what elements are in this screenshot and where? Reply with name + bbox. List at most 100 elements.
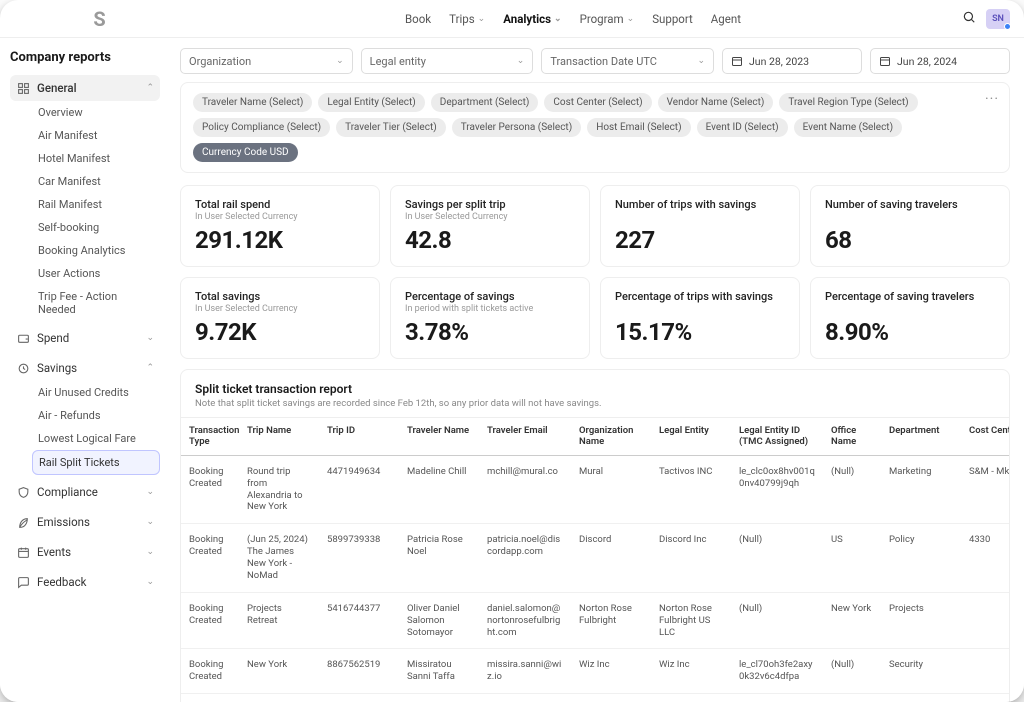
nav-agent[interactable]: Agent	[711, 12, 741, 26]
table-cell: Booking Created	[181, 592, 239, 649]
column-header[interactable]: Trip Name	[239, 418, 319, 456]
sidebar-item-user-actions[interactable]: User Actions	[32, 262, 160, 285]
column-header[interactable]: Legal Entity ID (TMC Assigned)	[731, 418, 823, 456]
sidebar-section-emissions[interactable]: Emissions⌄	[10, 509, 160, 535]
column-header[interactable]: Department	[881, 418, 961, 456]
sidebar-section-spend[interactable]: Spend⌄	[10, 325, 160, 351]
sidebar-item-air-refunds[interactable]: Air - Refunds	[32, 404, 160, 427]
table-cell: My trip May 20 12:32 PM	[239, 694, 319, 702]
chip-cost-center-select-[interactable]: Cost Center (Select)	[544, 93, 651, 112]
table-cell: Norton Rose Fulbright	[571, 592, 651, 649]
table-row[interactable]: Booking CreatedProjects Retreat541674437…	[181, 592, 1009, 649]
column-header[interactable]: Office Name	[823, 418, 881, 456]
table-cell: patricia.noel@discordapp.com	[479, 524, 571, 593]
column-header[interactable]: Trip ID	[319, 418, 399, 456]
table-cell: Norton Rose Fulbright US LLC	[651, 592, 731, 649]
sidebar-item-overview[interactable]: Overview	[32, 101, 160, 124]
sidebar-item-air-manifest[interactable]: Air Manifest	[32, 124, 160, 147]
stat-card: Number of trips with savings 227	[600, 185, 800, 267]
nav-trips[interactable]: Trips⌄	[449, 12, 485, 26]
chip-department-select-[interactable]: Department (Select)	[431, 93, 539, 112]
column-header[interactable]: Organization Name	[571, 418, 651, 456]
table-row[interactable]: Booking Created(Jun 25, 2024) The James …	[181, 524, 1009, 593]
nav-support[interactable]: Support	[652, 12, 693, 26]
chip-vendor-name-select-[interactable]: Vendor Name (Select)	[658, 93, 774, 112]
table-cell: 5899739338	[319, 524, 399, 593]
sidebar-item-hotel-manifest[interactable]: Hotel Manifest	[32, 147, 160, 170]
chevron-down-icon: ⌄	[478, 14, 486, 24]
column-header[interactable]: Transaction Type	[181, 418, 239, 456]
column-header[interactable]: Cost Center	[961, 418, 1009, 456]
calendar-icon	[731, 55, 743, 67]
chevron-icon: ⌃	[146, 363, 154, 373]
stat-subtitle: In User Selected Currency	[405, 212, 575, 222]
chip-traveler-persona-select-[interactable]: Traveler Persona (Select)	[452, 118, 581, 137]
sidebar-item-car-manifest[interactable]: Car Manifest	[32, 170, 160, 193]
wallet-icon	[16, 332, 30, 345]
chat-icon	[16, 576, 30, 589]
filter-organization[interactable]: Organization⌄	[180, 48, 353, 74]
sidebar-section-general[interactable]: General⌃	[10, 75, 160, 101]
table-cell: 8867562519	[319, 649, 399, 694]
stat-card: Savings per split tripIn User Selected C…	[390, 185, 590, 267]
stat-subtitle: In period with split tickets active	[405, 304, 575, 314]
column-header[interactable]: Legal Entity	[651, 418, 731, 456]
table-cell: Wiz Inc	[571, 649, 651, 694]
sidebar-item-lowest-logical-fare[interactable]: Lowest Logical Fare	[32, 427, 160, 450]
chip-event-name-select-[interactable]: Event Name (Select)	[794, 118, 902, 137]
piggy-icon	[16, 362, 30, 375]
chip-event-id-select-[interactable]: Event ID (Select)	[697, 118, 788, 137]
sidebar-section-savings[interactable]: Savings⌃	[10, 355, 160, 381]
table-cell: Madeline Chill	[399, 455, 479, 524]
column-header[interactable]: Traveler Email	[479, 418, 571, 456]
date-date-from[interactable]: Jun 28, 2023	[722, 48, 862, 74]
table-cell: (Null)	[823, 455, 881, 524]
sidebar-item-rail-manifest[interactable]: Rail Manifest	[32, 193, 160, 216]
chip-currency-code-usd[interactable]: Currency Code USD	[193, 143, 298, 162]
sidebar-item-trip-fee-action-needed[interactable]: Trip Fee - Action Needed	[32, 285, 160, 321]
filter-legal-entity[interactable]: Legal entity⌄	[361, 48, 534, 74]
chip-host-email-select-[interactable]: Host Email (Select)	[587, 118, 690, 137]
chip-policy-compliance-select-[interactable]: Policy Compliance (Select)	[193, 118, 330, 137]
table-row[interactable]: Booking CreatedNew York8867562519Missira…	[181, 649, 1009, 694]
stat-card: Percentage of saving travelers 8.90%	[810, 277, 1010, 359]
date-date-to[interactable]: Jun 28, 2024	[870, 48, 1010, 74]
chip-traveler-tier-select-[interactable]: Traveler Tier (Select)	[336, 118, 446, 137]
nav-analytics[interactable]: Analytics⌄	[503, 12, 561, 26]
chevron-icon: ⌄	[146, 487, 154, 497]
chevron-down-icon: ⌄	[517, 56, 525, 66]
stat-card: Percentage of savingsIn period with spli…	[390, 277, 590, 359]
nav-book[interactable]: Book	[405, 12, 431, 26]
table-cell: Wiz Inc	[651, 649, 731, 694]
nav-program[interactable]: Program⌄	[580, 12, 635, 26]
table-cell: (Null)	[823, 694, 881, 702]
filter-transaction-date-utc[interactable]: Transaction Date UTC⌄	[541, 48, 714, 74]
sidebar-item-self-booking[interactable]: Self-booking	[32, 216, 160, 239]
chevron-icon: ⌄	[146, 517, 154, 527]
sidebar-title: Company reports	[10, 50, 160, 65]
sidebar-section-feedback[interactable]: Feedback⌄	[10, 569, 160, 595]
chip-traveler-name-select-[interactable]: Traveler Name (Select)	[193, 93, 312, 112]
chips-more-icon[interactable]: ···	[985, 91, 999, 107]
table-cell: Round trip from Alexandria to New York	[239, 455, 319, 524]
avatar[interactable]: SN	[986, 9, 1010, 29]
chevron-icon: ⌄	[146, 547, 154, 557]
sidebar-section-events[interactable]: Events⌄	[10, 539, 160, 565]
brand-logo: S	[14, 7, 184, 31]
chip-legal-entity-select-[interactable]: Legal Entity (Select)	[318, 93, 424, 112]
chip-travel-region-type-select-[interactable]: Travel Region Type (Select)	[779, 93, 917, 112]
search-icon[interactable]	[962, 10, 976, 28]
chevron-icon: ⌃	[146, 83, 154, 93]
sidebar-item-air-unused-credits[interactable]: Air Unused Credits	[32, 381, 160, 404]
column-header[interactable]: Traveler Name	[399, 418, 479, 456]
chevron-icon: ⌄	[146, 333, 154, 343]
table-cell: daniel.salomon@nortonrosefulbright.com	[479, 592, 571, 649]
table-row[interactable]: Booking CreatedMy trip May 20 12:32 PM39…	[181, 694, 1009, 702]
sidebar-section-compliance[interactable]: Compliance⌄	[10, 479, 160, 505]
sidebar-item-booking-analytics[interactable]: Booking Analytics	[32, 239, 160, 262]
report-title: Split ticket transaction report	[195, 382, 995, 396]
table-cell: Jessica Clare Mack	[399, 694, 479, 702]
sidebar-item-rail-split-tickets[interactable]: Rail Split Tickets	[32, 450, 160, 475]
table-cell: Mural	[571, 455, 651, 524]
table-row[interactable]: Booking CreatedRound trip from Alexandri…	[181, 455, 1009, 524]
